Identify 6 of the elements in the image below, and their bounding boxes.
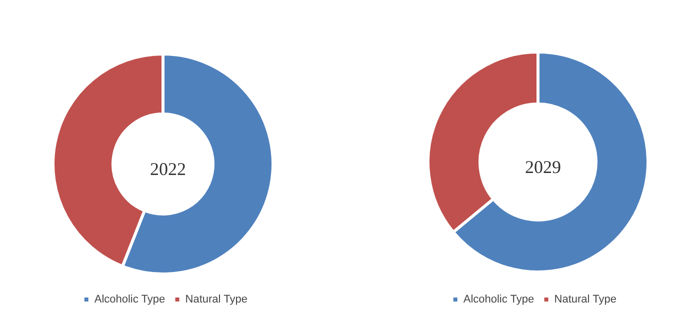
text: 2029 <box>525 157 561 177</box>
legend-label: Natural Type <box>185 294 248 306</box>
legend-label: Alcoholic Type <box>463 294 534 306</box>
legend-label: Natural Type <box>554 294 616 306</box>
text: 2022 <box>150 159 186 179</box>
legend-label: Alcoholic Type <box>94 294 166 306</box>
